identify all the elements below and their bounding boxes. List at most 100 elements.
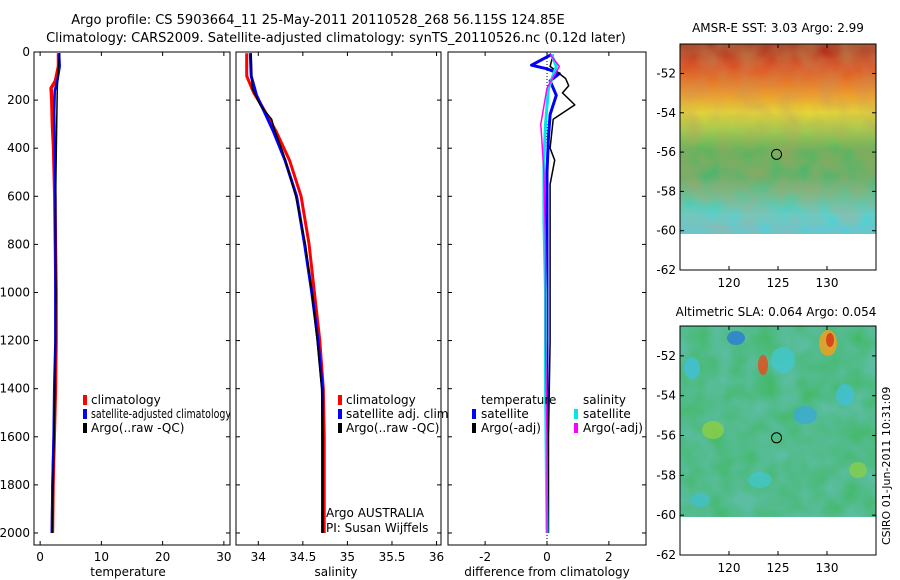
x-tick-label: 10 bbox=[94, 550, 109, 564]
salinity-series bbox=[245, 53, 326, 533]
depth-tick-label: 200 bbox=[7, 93, 30, 107]
figure-title: Argo profile: CS 5903664_11 25-May-2011 … bbox=[71, 13, 564, 28]
sst-lat-ticks: -52 -54 -56 -58 -60 -62 bbox=[656, 66, 876, 277]
lat-tick-label: -60 bbox=[656, 224, 676, 238]
lat-tick-label: -54 bbox=[656, 389, 676, 403]
depth-axis-ticks: 0 200 400 600 800 1000 1200 1400 1600 1800 2000 bbox=[0, 45, 230, 540]
x-tick-label: 20 bbox=[155, 550, 170, 564]
legend-swatch-argo bbox=[83, 423, 87, 433]
difference-xlabel: difference from climatology bbox=[464, 565, 630, 579]
legend-label-temp-satellite: satellite bbox=[481, 407, 529, 421]
legend-swatch-temp-satellite bbox=[472, 409, 476, 419]
salinity-xlabel: salinity bbox=[314, 565, 357, 579]
depth-tick-label: 1800 bbox=[0, 478, 30, 492]
legend-title-temperature: temperature bbox=[481, 393, 556, 407]
x-tick-label: 34 bbox=[251, 550, 266, 564]
sla-lat-ticks: -52 -54 -56 -58 -60 -62 bbox=[656, 349, 876, 562]
sla-patch bbox=[849, 462, 867, 478]
lat-tick-label: -62 bbox=[656, 548, 676, 562]
lon-tick-label: 125 bbox=[767, 276, 790, 290]
legend-label-sal-argo: Argo(-adj) bbox=[583, 421, 643, 435]
sst-map-title: AMSR-E SST: 3.03 Argo: 2.99 bbox=[692, 21, 864, 35]
sla-patch bbox=[727, 331, 745, 345]
sst-heatmap bbox=[680, 44, 876, 234]
difference-axis-ticks: -2 0 2 bbox=[479, 52, 613, 564]
argo-program-label: Argo AUSTRALIA bbox=[326, 506, 425, 520]
sla-map-title: Altimetric SLA: 0.064 Argo: 0.054 bbox=[676, 305, 877, 319]
legend-swatch-temp-argo bbox=[472, 423, 476, 433]
lat-tick-label: -58 bbox=[656, 468, 676, 482]
sla-anomaly-patches bbox=[684, 330, 867, 507]
sla-patch bbox=[702, 421, 724, 439]
lon-tick-label: 125 bbox=[767, 561, 790, 575]
lon-tick-label: 120 bbox=[718, 561, 741, 575]
legend-label-temp-argo: Argo(-adj) bbox=[481, 421, 541, 435]
sst-lon-ticks: 120 125 130 bbox=[718, 44, 839, 290]
depth-tick-label: 1400 bbox=[0, 382, 30, 396]
temperature-axes bbox=[33, 51, 231, 546]
sla-lon-ticks: 120 125 130 bbox=[718, 326, 839, 575]
legend-label-climatology: climatology bbox=[346, 393, 416, 407]
legend-swatch-sal-argo bbox=[574, 423, 578, 433]
sla-map-panel: Altimetric SLA: 0.064 Argo: 0.054 -52 -54… bbox=[656, 305, 877, 575]
x-tick-label: 0 bbox=[36, 550, 44, 564]
sst-map-panel: AMSR-E SST: 3.03 Argo: 2.99 -52 -54 -56 -58… bbox=[656, 21, 877, 290]
salinity-legend: climatology satellite adj. clim. Argo(..… bbox=[338, 393, 452, 435]
temperature-series bbox=[49, 53, 61, 534]
x-tick-label: -2 bbox=[479, 550, 491, 564]
temperature-panel: 0 200 400 600 800 1000 1200 1400 1600 1800 2000 0 1… bbox=[0, 45, 232, 579]
series-line-argo-raw-qc bbox=[51, 53, 61, 534]
legend-label-argo: Argo(..raw -QC) bbox=[91, 421, 184, 435]
salinity-panel: 34 34.5 35 35.5 36 salinity climatology sate… bbox=[235, 51, 452, 579]
x-tick-label: 36 bbox=[429, 550, 444, 564]
pi-label: PI: Susan Wijffels bbox=[326, 521, 428, 535]
depth-tick-label: 600 bbox=[7, 189, 30, 203]
series-line-salinity-argo-adj bbox=[540, 53, 561, 533]
legend-swatch-sal-satellite bbox=[574, 409, 578, 419]
lat-tick-label: -54 bbox=[656, 106, 676, 120]
x-tick-label: 35 bbox=[340, 550, 355, 564]
sla-patch bbox=[836, 384, 854, 406]
sla-patch bbox=[748, 472, 772, 488]
depth-tick-label: 400 bbox=[7, 141, 30, 155]
lat-tick-label: -52 bbox=[656, 66, 676, 80]
lat-tick-label: -58 bbox=[656, 184, 676, 198]
figure-subtitle: Climatology: CARS2009. Satellite-adjuste… bbox=[46, 31, 626, 46]
depth-tick-label: 1200 bbox=[0, 334, 30, 348]
series-line-temperature-argo-adj bbox=[547, 54, 576, 533]
depth-tick-label: 1600 bbox=[0, 430, 30, 444]
legend-swatch-satellite bbox=[338, 409, 342, 419]
lat-tick-label: -56 bbox=[656, 145, 676, 159]
depth-tick-label: 0 bbox=[22, 45, 30, 59]
difference-depth-ticks bbox=[448, 51, 646, 534]
x-tick-label: 0 bbox=[543, 550, 551, 564]
csiro-timestamp: CSIRO 01-Jun-2011 10:31:09 bbox=[880, 387, 893, 545]
temperature-xlabel: temperature bbox=[90, 565, 165, 579]
sla-patch bbox=[793, 406, 817, 424]
depth-tick-label: 2000 bbox=[0, 526, 30, 540]
difference-series bbox=[530, 53, 576, 534]
legend-label-argo: Argo(..raw -QC) bbox=[346, 421, 439, 435]
lon-tick-label: 130 bbox=[816, 561, 839, 575]
series-line-argo-raw-qc bbox=[250, 53, 324, 533]
argo-location-marker bbox=[771, 148, 783, 160]
legend-swatch-satellite bbox=[83, 409, 87, 419]
lat-tick-label: -56 bbox=[656, 429, 676, 443]
lat-tick-label: -60 bbox=[656, 508, 676, 522]
lon-tick-label: 120 bbox=[718, 276, 741, 290]
argo-location-marker bbox=[771, 432, 783, 444]
legend-label-satellite: satellite-adjusted climatology bbox=[91, 407, 231, 421]
sla-patch bbox=[690, 493, 710, 507]
sla-patch bbox=[826, 333, 834, 347]
lon-tick-label: 130 bbox=[816, 276, 839, 290]
legend-label-sal-satellite: satellite bbox=[583, 407, 631, 421]
sla-patch bbox=[758, 355, 768, 375]
legend-swatch-argo bbox=[338, 423, 342, 433]
depth-tick-label: 1000 bbox=[0, 285, 30, 299]
legend-swatch-climatology bbox=[338, 395, 342, 405]
sla-patch bbox=[684, 357, 700, 379]
x-tick-label: 2 bbox=[605, 550, 613, 564]
temperature-legend: climatology satellite-adjusted climatolo… bbox=[83, 393, 231, 435]
difference-legend: temperature salinity satellite Argo(-adj… bbox=[472, 393, 643, 435]
